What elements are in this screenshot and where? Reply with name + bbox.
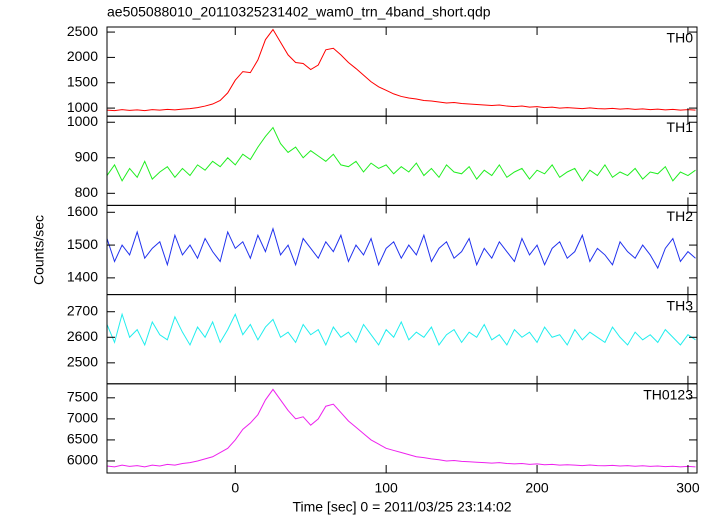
x-tick-label: 100 [374,480,398,496]
y-tick-label: 2600 [67,328,98,344]
y-tick-label: 6500 [67,431,98,447]
panel-label: TH1 [667,119,694,135]
y-tick-label: 7000 [67,410,98,426]
y-tick-label: 2700 [67,302,98,318]
panel-label: TH0 [667,30,694,46]
light-curve [107,312,696,347]
y-tick-label: 1000 [67,99,98,115]
panel-label: TH3 [667,297,694,313]
light-curve [107,388,696,468]
x-axis-label: Time [sec] 0 = 2011/03/25 23:14:02 [292,499,511,515]
y-tick-label: 2000 [67,48,98,64]
panel-frame [106,204,698,296]
x-tick-label: 300 [676,480,700,496]
y-tick-label: 6000 [67,452,98,468]
panel-frame [106,383,698,474]
panel-frame [106,115,698,206]
panel-label: TH0123 [643,387,693,403]
light-curve [107,28,696,112]
y-tick-label: 1400 [67,269,98,285]
light-curve [107,126,696,182]
y-tick-label: 7500 [67,389,98,405]
x-tick-label: 0 [231,480,239,496]
y-axis-label: Counts/sec [31,215,47,285]
panel-frame [106,294,698,385]
y-tick-label: 1000 [67,113,98,129]
x-tick-label: 200 [525,480,549,496]
y-tick-label: 2500 [67,23,98,39]
panel-label: TH2 [667,208,694,224]
y-tick-label: 900 [75,148,99,164]
y-tick-label: 800 [75,184,99,200]
y-tick-label: 2500 [67,354,98,370]
y-tick-label: 1600 [67,203,98,219]
y-tick-label: 1500 [67,73,98,89]
y-tick-label: 1500 [67,236,98,252]
light-curve [107,226,696,270]
panel-frame [106,26,698,117]
chart-title: ae505088010_20110325231402_wam0_trn_4ban… [107,4,491,20]
